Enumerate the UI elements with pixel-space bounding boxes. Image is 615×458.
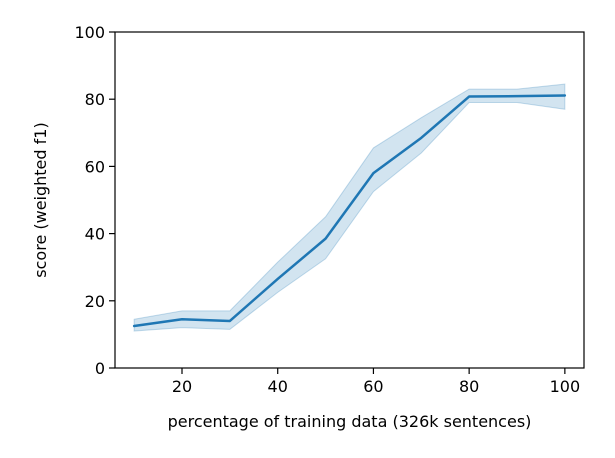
series-line-0 (132, 94, 567, 328)
x-axis-ticks: 20 40 60 80 100 (172, 368, 580, 396)
x-axis-label: percentage of training data (326k senten… (168, 412, 532, 431)
plot-frame (114, 31, 585, 369)
y-tick-label: 20 (85, 292, 105, 311)
y-tick-label: 60 (85, 157, 105, 176)
y-tick-label: 100 (74, 23, 105, 42)
y-tick-label: 80 (85, 90, 105, 109)
x-tick-label: 20 (172, 377, 192, 396)
series-line-layer (132, 94, 567, 328)
x-tick-label: 60 (363, 377, 383, 396)
y-axis-ticks: 0 20 40 60 80 100 (74, 23, 115, 378)
y-tick-label: 0 (95, 359, 105, 378)
y-axis-label: score (weighted f1) (31, 122, 50, 277)
x-tick-label: 100 (550, 377, 581, 396)
y-tick-label: 40 (85, 225, 105, 244)
x-tick-label: 80 (459, 377, 479, 396)
x-tick-label: 40 (268, 377, 288, 396)
